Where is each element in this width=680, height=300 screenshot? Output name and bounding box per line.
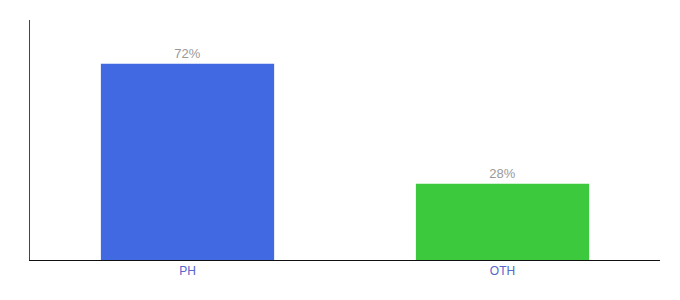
svg-text:28%: 28% xyxy=(489,166,515,181)
svg-text:OTH: OTH xyxy=(490,264,515,278)
svg-text:PH: PH xyxy=(179,264,196,278)
svg-text:72%: 72% xyxy=(174,46,200,61)
